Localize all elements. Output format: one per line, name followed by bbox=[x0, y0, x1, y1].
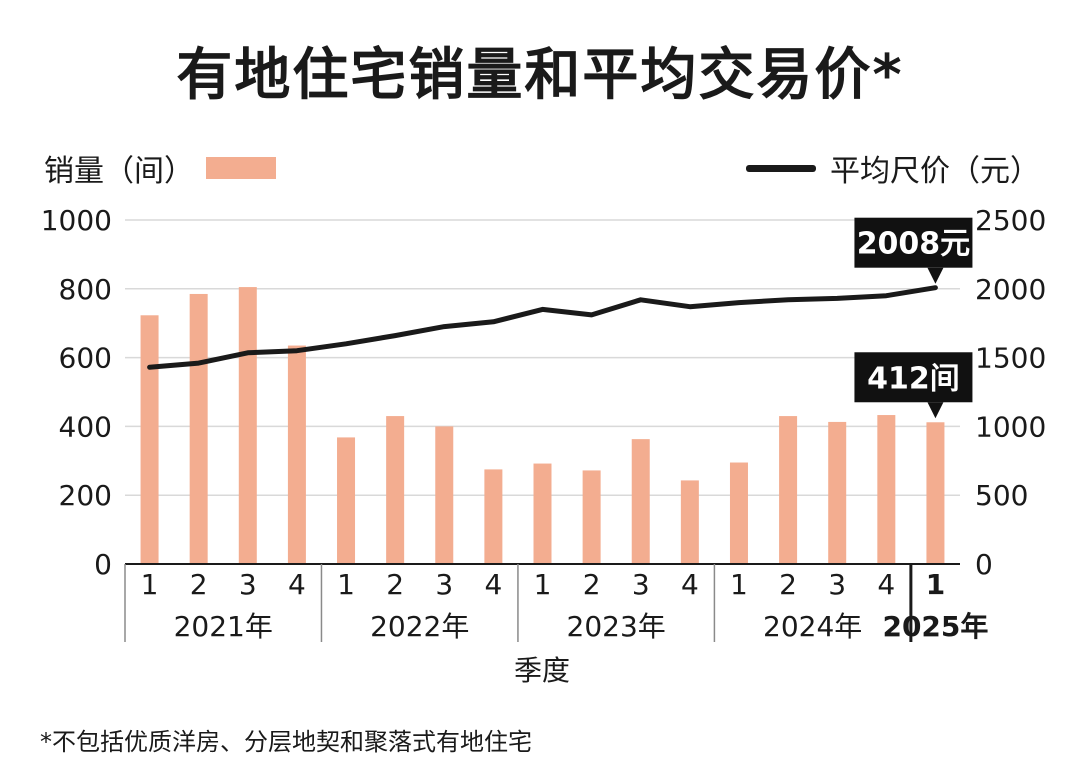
y-left-tick-label: 0 bbox=[94, 548, 112, 581]
bar bbox=[729, 462, 748, 564]
x-tick-label: 3 bbox=[435, 568, 453, 601]
year-label: 2022年 bbox=[370, 610, 469, 643]
x-tick-label: 1 bbox=[534, 568, 552, 601]
x-tick-label: 1 bbox=[337, 568, 355, 601]
legend-price: 平均尺价（元） bbox=[746, 146, 1040, 190]
y-right-tick-label: 500 bbox=[975, 479, 1028, 512]
callout-pointer bbox=[927, 267, 944, 284]
price-point bbox=[197, 361, 201, 365]
price-point bbox=[442, 325, 446, 329]
bar bbox=[828, 421, 847, 564]
price-point bbox=[541, 307, 544, 311]
y-right-tick-label: 1000 bbox=[975, 410, 1046, 443]
price-point bbox=[148, 365, 152, 369]
bar bbox=[435, 426, 454, 564]
x-tick-label: 2 bbox=[190, 568, 208, 601]
x-tick-label: 3 bbox=[239, 568, 257, 601]
bar bbox=[238, 287, 257, 564]
callout-box bbox=[854, 352, 973, 403]
price-point bbox=[344, 342, 348, 346]
x-tick-label: 2 bbox=[779, 568, 797, 601]
callout-label: 412间 bbox=[867, 361, 960, 396]
price-point bbox=[246, 351, 250, 355]
y-left-tick-label: 1000 bbox=[41, 204, 112, 237]
y-right-tick-label: 0 bbox=[975, 548, 993, 581]
footnote: *不包括优质洋房、分层地契和聚落式有地住宅 bbox=[40, 728, 532, 756]
legend-sales-swatch bbox=[206, 157, 276, 179]
x-tick-label: 4 bbox=[288, 568, 306, 601]
x-tick-label: 4 bbox=[484, 568, 502, 601]
x-tick-label: 1 bbox=[730, 568, 748, 601]
legend-sales-label: 销量（间） bbox=[44, 154, 194, 189]
price-point bbox=[933, 286, 937, 290]
callout-pointer bbox=[927, 402, 944, 419]
y-left-tick-label: 800 bbox=[59, 273, 112, 306]
bar bbox=[926, 422, 945, 564]
price-point bbox=[590, 313, 594, 317]
x-tick-label: 4 bbox=[877, 568, 895, 601]
bar bbox=[582, 470, 601, 564]
bar bbox=[386, 416, 405, 564]
price-point bbox=[835, 296, 839, 300]
x-tick-label: 4 bbox=[681, 568, 699, 601]
legend-price-swatch bbox=[746, 164, 816, 172]
year-label: 2023年 bbox=[567, 610, 666, 643]
bar bbox=[779, 416, 798, 564]
year-label: 2024年 bbox=[763, 610, 862, 643]
y-right-tick-label: 2000 bbox=[975, 273, 1046, 306]
bar bbox=[189, 293, 208, 564]
bar bbox=[337, 437, 356, 564]
x-tick-label: 2 bbox=[583, 568, 601, 601]
x-tick-label: 1 bbox=[926, 568, 945, 601]
x-tick-label: 3 bbox=[828, 568, 846, 601]
price-line bbox=[147, 285, 938, 370]
price-point bbox=[295, 349, 299, 353]
legend-sales: 销量（间） bbox=[44, 146, 276, 190]
bar bbox=[140, 315, 159, 564]
callout-label: 2008元 bbox=[857, 227, 971, 262]
price-point bbox=[639, 298, 643, 302]
price-point bbox=[737, 301, 741, 305]
y-left-tick-label: 600 bbox=[59, 342, 112, 375]
year-label: 2021年 bbox=[174, 610, 273, 643]
x-tick-label: 3 bbox=[632, 568, 650, 601]
y-left-tick-label: 200 bbox=[59, 479, 112, 512]
price-point bbox=[786, 298, 790, 302]
x-tick-label: 1 bbox=[141, 568, 159, 601]
year-label: 2025年 bbox=[882, 610, 988, 643]
bar bbox=[533, 463, 552, 564]
price-point bbox=[491, 320, 495, 324]
price-point bbox=[393, 334, 397, 338]
y-right-tick-label: 2500 bbox=[975, 204, 1046, 237]
legend-price-label: 平均尺价（元） bbox=[830, 154, 1040, 189]
bar bbox=[631, 439, 650, 564]
y-left-tick-label: 400 bbox=[59, 410, 112, 443]
y-right-tick-label: 1500 bbox=[975, 342, 1046, 375]
chart-title: 有地住宅销量和平均交易价* bbox=[176, 43, 904, 108]
bar bbox=[484, 469, 503, 564]
price-point bbox=[688, 305, 692, 309]
x-tick-label: 2 bbox=[386, 568, 404, 601]
bar bbox=[680, 480, 699, 564]
x-axis-title: 季度 bbox=[514, 654, 570, 687]
price-point bbox=[884, 294, 888, 298]
callout-box bbox=[854, 217, 973, 268]
bar bbox=[877, 415, 896, 564]
bar bbox=[287, 345, 306, 564]
